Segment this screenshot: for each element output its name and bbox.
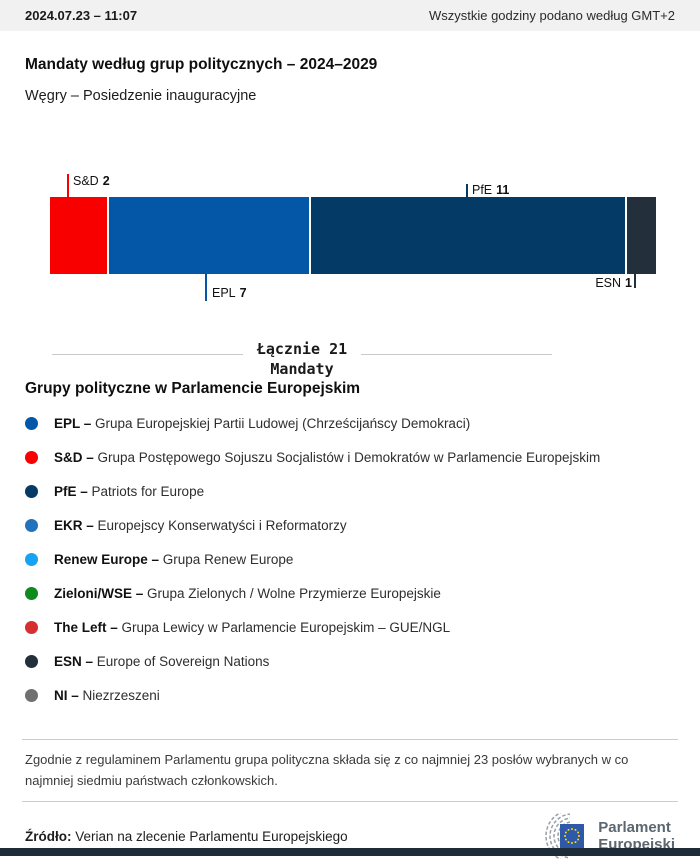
bar-segment-pfe[interactable] [311, 197, 626, 274]
esn-bar-label: ESN 1 [595, 276, 632, 290]
renew-color-dot-icon [25, 552, 38, 566]
left-color-dot-icon [25, 620, 38, 634]
legend-item-renew: Renew Europe – Grupa Renew Europe [25, 542, 675, 576]
top-bar: 2024.07.23 – 11:07 Wszystkie godziny pod… [0, 0, 700, 31]
footer-divider-bottom [22, 801, 678, 803]
greens-color-dot-icon [25, 586, 38, 600]
legend-item-epl: EPL – Grupa Europejskiej Partii Ludowej … [25, 406, 675, 440]
legend-item-ni: NI – Niezrzeszeni [25, 678, 675, 712]
epl-callout-line [205, 274, 207, 301]
datetime-label: 2024.07.23 – 11:07 [25, 8, 138, 23]
brand-bottom-bar [0, 848, 700, 856]
divider-line-right [361, 354, 552, 355]
political-groups-legend: EPL – Grupa Europejskiej Partii Ludowej … [25, 406, 675, 712]
total-seats-label: Łącznie 21 [256, 340, 348, 358]
legend-item-ekr: EKR – Europejscy Konserwatyści i Reforma… [25, 508, 675, 542]
page-subtitle: Węgry – Posiedzenie inauguracyjne [25, 88, 257, 104]
footer-divider-top [22, 739, 678, 740]
snd-color-dot-icon [25, 450, 38, 464]
legend-item-left: The Left – Grupa Lewicy w Parlamencie Eu… [25, 610, 675, 644]
pfe-color-dot-icon [25, 484, 38, 498]
hemicycle-eu-flag-icon [545, 813, 585, 860]
epl-bar-label: EPL 7 [212, 286, 247, 300]
esn-color-dot-icon [25, 654, 38, 668]
esn-callout-line [634, 274, 636, 288]
snd-bar-label: S&D 2 [73, 174, 110, 188]
seats-stacked-bar-chart: S&D 2 PfE 11 EPL 7 ESN 1 [0, 104, 700, 304]
stacked-bar [50, 197, 656, 274]
ekr-color-dot-icon [25, 518, 38, 532]
bar-segment-snd[interactable] [50, 197, 108, 274]
ni-color-dot-icon [25, 688, 38, 702]
rules-note: Zgodnie z regulaminem Parlamentu grupa p… [25, 752, 629, 789]
total-seats-unit: Mandaty [270, 360, 334, 378]
legend-item-esn: ESN – Europe of Sovereign Nations [25, 644, 675, 678]
pfe-callout-line [466, 184, 468, 197]
bar-segment-epl[interactable] [109, 197, 310, 274]
header: Mandaty według grup politycznych – 2024–… [0, 31, 700, 104]
divider-line-left [52, 354, 243, 355]
page-title: Mandaty według grup politycznych – 2024–… [25, 56, 378, 73]
total-seats-block: Łącznie 21 Mandaty [52, 340, 552, 378]
source-text: Źródło: Verian na zlecenie Parlamentu Eu… [25, 828, 348, 844]
legend-heading: Grupy polityczne w Parlamencie Europejsk… [25, 380, 361, 397]
epl-color-dot-icon [25, 416, 38, 430]
snd-callout-line [67, 174, 69, 197]
pfe-bar-label: PfE 11 [472, 183, 510, 197]
timezone-note: Wszystkie godziny podano według GMT+2 [428, 8, 675, 23]
legend-item-greens: Zieloni/WSE – Grupa Zielonych / Wolne Pr… [25, 576, 675, 610]
legend-item-snd: S&D – Grupa Postępowego Sojuszu Socjalis… [25, 440, 675, 474]
legend-item-pfe: PfE – Patriots for Europe [25, 474, 675, 508]
bar-segment-esn[interactable] [627, 197, 656, 274]
